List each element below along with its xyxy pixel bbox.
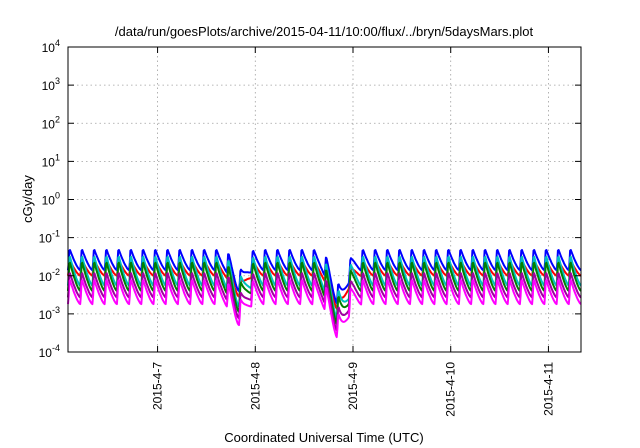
x-tick-label: 2015-4-11 [541,362,555,416]
x-tick-label: 2015-4-7 [151,362,165,410]
x-tick-label: 2015-4-8 [248,362,262,410]
y-axis-label: cGy/day [20,175,35,223]
y-tick-label: 100 [42,191,60,208]
axes [67,46,582,353]
y-tick-label: 102 [42,114,60,131]
y-tick-label: 103 [42,76,60,93]
chart-title: /data/run/goesPlots/archive/2015-04-11/1… [115,24,534,39]
y-tick-label: 10-4 [39,343,60,360]
series-line-6 [67,279,582,339]
y-tick-labels: 10-4 10-3 10-2 10-1 100 101 102 103 104 [39,38,60,360]
y-tick-label: 101 [42,152,60,169]
plot-frame [67,46,582,353]
y-tick-label: 10-2 [39,267,60,284]
series-layer [67,249,582,339]
x-tick-label: 2015-4-9 [346,362,360,410]
x-tick-label: 2015-4-10 [444,362,458,417]
y-tick-label: 10-3 [39,305,60,322]
y-tick-label: 10-1 [39,229,60,246]
x-axis-label: Coordinated Universal Time (UTC) [224,430,423,445]
x-tick-labels: 2015-4-7 2015-4-8 2015-4-9 2015-4-10 2015-4-… [151,362,556,417]
y-tick-label: 104 [42,38,60,55]
